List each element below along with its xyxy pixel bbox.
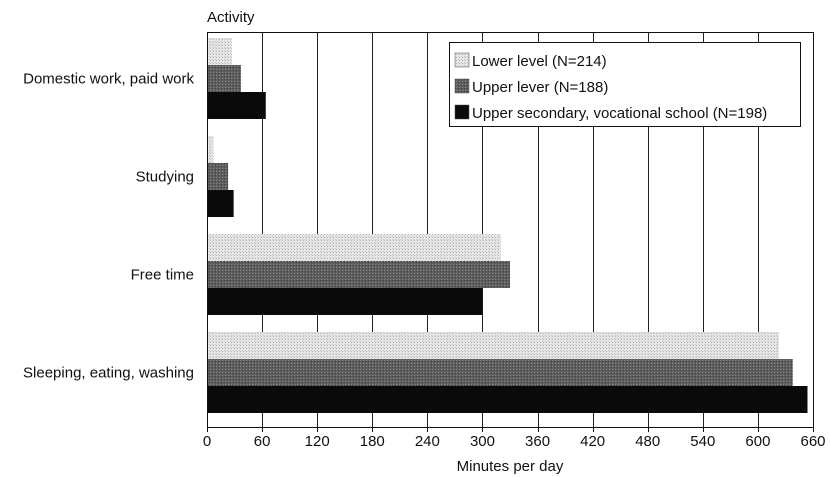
x-tick-label: 360	[525, 433, 550, 450]
bar	[207, 163, 229, 190]
x-tick-label: 540	[690, 433, 715, 450]
x-tick-label: 0	[203, 433, 211, 450]
x-tick-label: 240	[415, 433, 440, 450]
bar	[207, 65, 241, 92]
legend: Lower level (N=214) Upper lever (N=188) Up…	[449, 42, 801, 127]
x-tick-label: 420	[580, 433, 605, 450]
legend-swatch	[454, 52, 470, 68]
legend-label: Upper lever (N=188)	[472, 79, 608, 96]
bars	[207, 38, 808, 413]
category-label: Studying	[136, 169, 194, 186]
x-tick-label: 120	[305, 433, 330, 450]
bar	[207, 386, 808, 413]
x-axis-ticks: 0 60 120 180 240 300 360 420 480 540 600 660	[203, 427, 826, 450]
legend-label: Upper secondary, vocational school (N=19…	[472, 105, 767, 122]
legend-label: Lower level (N=214)	[472, 53, 607, 70]
bar	[207, 288, 483, 315]
plot-area-frame	[207, 32, 814, 428]
category-label: Sleeping, eating, washing	[23, 365, 194, 382]
x-tick-label: 180	[360, 433, 385, 450]
x-axis-label: Minutes per day	[457, 458, 564, 475]
bar	[207, 234, 501, 261]
bar	[207, 38, 232, 65]
x-tick-label: 660	[800, 433, 825, 450]
bar	[207, 332, 780, 359]
x-tick-label: 600	[745, 433, 770, 450]
bar	[207, 92, 266, 119]
category-label: Free time	[131, 267, 194, 284]
category-label: Domestic work, paid work	[23, 71, 194, 88]
bar	[207, 190, 234, 217]
y-axis-label: Activity	[207, 9, 255, 26]
bar	[207, 136, 214, 163]
category-labels: Domestic work, paid work Studying Free tim…	[23, 71, 194, 382]
x-tick-label: 60	[254, 433, 271, 450]
x-tick-label: 480	[635, 433, 660, 450]
legend-box	[449, 42, 801, 127]
bar	[207, 261, 510, 288]
x-tick-label: 300	[470, 433, 495, 450]
legend-swatch	[454, 78, 470, 94]
legend-swatch	[454, 104, 470, 120]
bar	[207, 359, 793, 386]
